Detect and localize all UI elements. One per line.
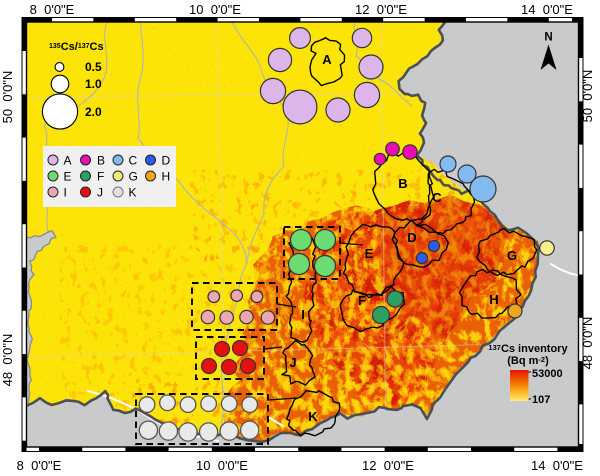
svg-text:J: J [97,186,103,200]
svg-text:K: K [129,186,137,200]
svg-text:F: F [358,293,366,308]
svg-text:48 0'0"N: 48 0'0"N [0,334,15,387]
svg-text:B: B [398,176,407,191]
svg-text:48 0'0"N: 48 0'0"N [580,317,595,370]
svg-text:50 0'0"N: 50 0'0"N [0,71,15,124]
svg-text:F: F [97,170,104,184]
svg-text:C: C [129,154,138,168]
svg-text:B: B [97,154,105,168]
svg-text:12 0'0"E: 12 0'0"E [355,2,407,17]
svg-text:H: H [162,170,171,184]
svg-text:0.5: 0.5 [85,60,102,74]
svg-text:D: D [407,230,416,245]
svg-text:1.0: 1.0 [85,77,102,91]
svg-text:E: E [64,170,72,184]
svg-text:53000: 53000 [532,368,563,380]
svg-text:8 0'0"E: 8 0'0"E [17,458,62,473]
svg-text:12 0'0"E: 12 0'0"E [362,458,414,473]
svg-text:10 0'0"E: 10 0'0"E [196,458,248,473]
svg-text:50 0'0"N: 50 0'0"N [580,70,595,123]
svg-text:8 0'0"E: 8 0'0"E [30,2,75,17]
svg-text:G: G [507,248,517,263]
svg-text:A: A [322,52,332,67]
svg-text:D: D [162,154,171,168]
svg-text:C: C [432,190,442,205]
svg-text:107: 107 [532,394,550,406]
svg-text:14 0'0"E: 14 0'0"E [521,2,573,17]
svg-text:N: N [544,32,552,44]
svg-text:H: H [489,292,498,307]
svg-text:14 0'0"E: 14 0'0"E [531,458,583,473]
svg-text:I: I [301,307,305,322]
svg-text:G: G [129,170,138,184]
svg-text:135Cs/137Cs: 135Cs/137Cs [49,41,104,53]
svg-text:K: K [308,409,318,424]
svg-text:A: A [64,154,72,168]
svg-text:2.0: 2.0 [85,105,102,119]
svg-text:137Cs inventory: 137Cs inventory [488,343,568,355]
svg-text:J: J [289,355,296,370]
svg-text:I: I [64,186,67,200]
svg-text:10 0'0"E: 10 0'0"E [189,2,241,17]
svg-text:E: E [365,246,374,261]
